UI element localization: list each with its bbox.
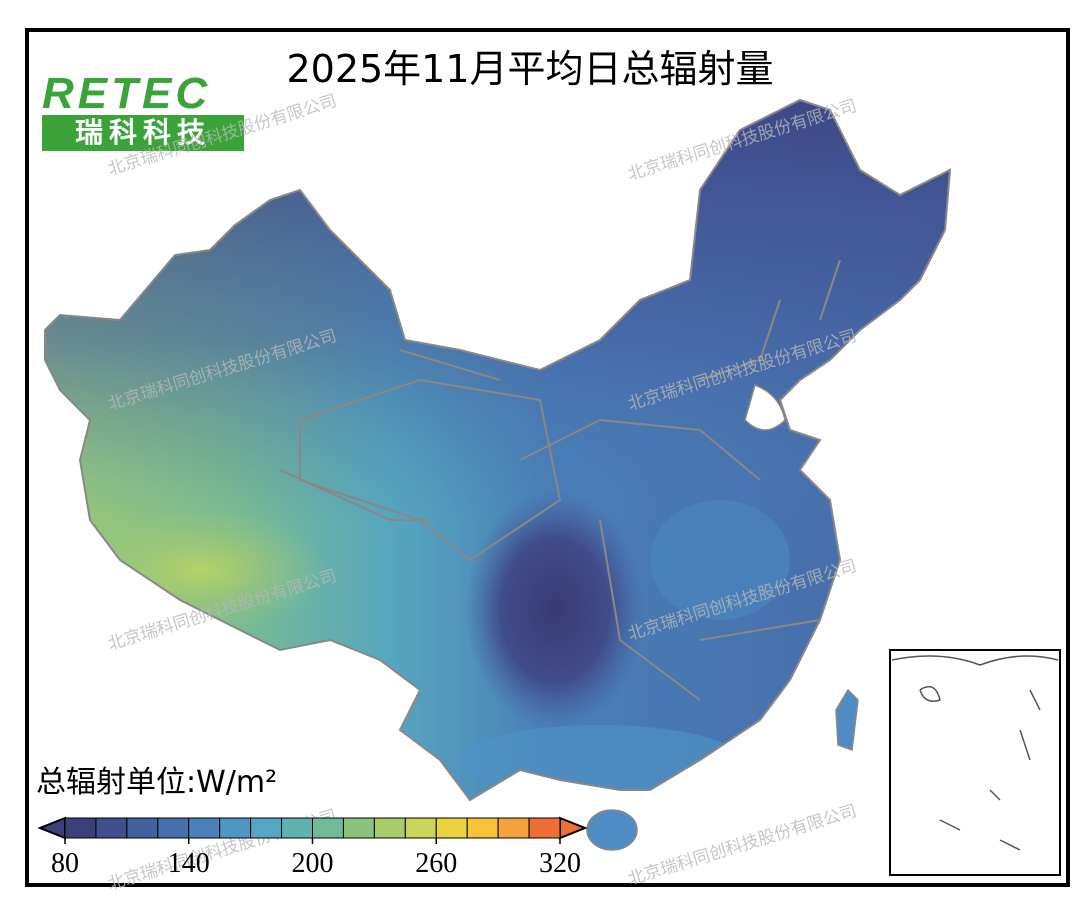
- colorbar-segment: [373, 817, 406, 839]
- colorbar-segment: [281, 817, 313, 839]
- colorbar-segment: [64, 817, 97, 839]
- colorbar-segment: [95, 817, 128, 839]
- colorbar-tick-label: 140: [168, 848, 210, 879]
- colorbar-segment: [250, 817, 283, 839]
- legend-unit: 总辐射单位:W/m²: [36, 765, 277, 800]
- bohai: [744, 383, 786, 431]
- colorbar-segment: [497, 817, 530, 839]
- logo: RETEC 瑞科科技: [42, 69, 244, 151]
- colorbar-segment: [528, 817, 561, 839]
- colorbar-segment: [126, 817, 159, 839]
- logo-brand: RETEC: [42, 69, 211, 118]
- colorbar-segment: [342, 817, 375, 839]
- map-title: 2025年11月平均日总辐射量: [286, 47, 773, 91]
- inset-map: [889, 649, 1061, 876]
- colorbar-segment: [188, 817, 221, 839]
- colorbar-segment: [404, 817, 437, 839]
- hainan: [586, 809, 638, 851]
- colorbar-tick-label: 260: [415, 848, 457, 879]
- colorbar-tick-label: 80: [51, 848, 79, 879]
- colorbar-tick-label: 200: [292, 848, 334, 879]
- colorbar-segment: [157, 817, 190, 839]
- taiwan: [835, 688, 859, 752]
- colorbar-segment: [219, 817, 252, 839]
- colorbar-segment: [466, 817, 499, 839]
- colorbar-segment: [312, 817, 344, 839]
- logo-name: 瑞科科技: [75, 116, 211, 149]
- colorbar-segment: [435, 817, 468, 839]
- colorbar-tick-label: 320: [539, 848, 581, 879]
- colorbar: 80 140 200 260 320: [37, 816, 588, 879]
